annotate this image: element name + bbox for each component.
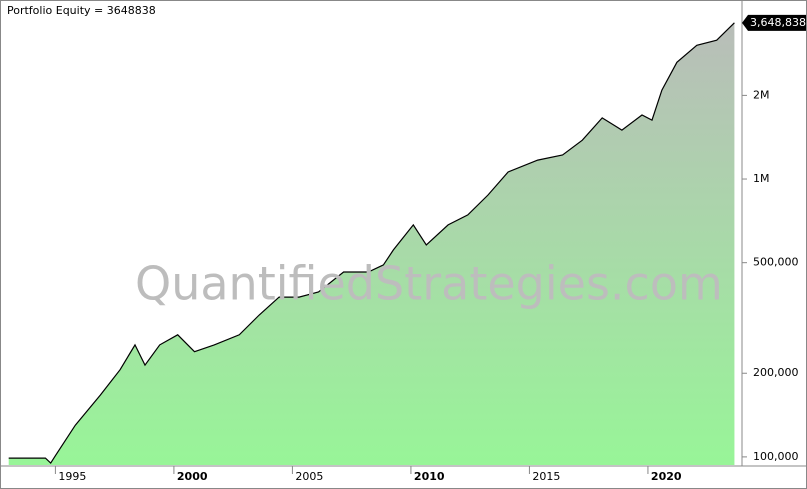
x-tick-label: 2010 [414,470,445,483]
y-tick-label: 1M [753,172,770,185]
watermark: QuantifiedStrategies.com [135,257,723,311]
y-tick-label: 2M [753,88,770,101]
y-tick-label: 500,000 [753,256,799,269]
x-tick-label: 2000 [177,470,208,483]
area-fill [8,22,735,466]
x-tick-label: 2005 [295,470,323,483]
equity-line [8,22,735,465]
x-tick-label: 2020 [651,470,682,483]
x-tick-label: 2015 [532,470,560,483]
x-tick-label: 1995 [58,470,86,483]
y-tick-label: 100,000 [753,450,799,463]
last-value-box [742,14,806,31]
last-value-label: 3,648,838 [750,16,806,29]
chart-title: Portfolio Equity = 3648838 [7,4,156,17]
y-tick-label: 200,000 [753,366,799,379]
